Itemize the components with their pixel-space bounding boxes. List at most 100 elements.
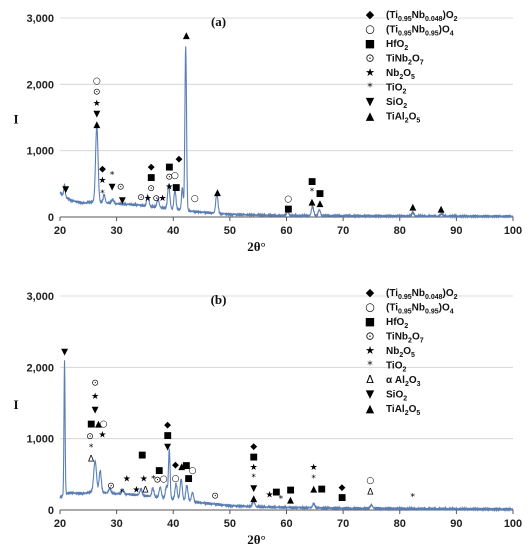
x-tick-label: 100	[504, 225, 522, 237]
open-circle-icon: ○	[189, 466, 197, 476]
diamond-icon: ◆	[99, 165, 106, 175]
open-circle-icon: ○	[100, 420, 108, 430]
down-triangle-icon: ▼	[93, 110, 100, 120]
up-triangle-icon: ▲	[310, 485, 317, 495]
asterisk-icon: *	[119, 488, 124, 498]
x-tick-label: 80	[394, 518, 406, 530]
y-tick-label: 1,000	[26, 434, 54, 446]
legend-subscript: 5	[411, 74, 415, 81]
up-triangle-icon: ▲	[316, 199, 323, 209]
diamond-icon: ◆	[339, 483, 346, 493]
legend-text: O	[412, 332, 420, 343]
legend-text: HfO	[386, 317, 405, 328]
legend-subscript: 0.95	[398, 16, 412, 23]
legend: ◆ (Ti0.95Nb0.048)O2○ (Ti0.95Nb0.95)O4■ HfO2…	[365, 8, 458, 125]
square-icon: ■	[365, 315, 375, 328]
square-icon: ■	[184, 474, 193, 484]
legend-label: (Ti0.95Nb0.048)O2	[386, 10, 458, 23]
up-triangle-icon: ▲	[178, 462, 185, 472]
diamond-icon: ◆	[366, 286, 375, 299]
open-circle-icon: ○	[93, 76, 101, 86]
star-icon: ★	[158, 194, 166, 204]
legend-text: Nb	[386, 68, 399, 79]
down-triangle-icon: ▼	[92, 405, 99, 415]
diamond-icon: ◆	[164, 420, 171, 430]
legend-text: SiO	[386, 97, 403, 108]
legend-subscript: 5	[416, 410, 420, 417]
legend-text: Nb	[412, 288, 425, 299]
asterisk-icon: *	[367, 359, 373, 372]
square-icon: ■	[182, 461, 191, 471]
y-tick-label: 3,000	[26, 13, 54, 25]
legend-subscript: 0.048	[425, 294, 443, 301]
legend-subscript: 0.048	[425, 16, 443, 23]
xrd-spectrum-line	[59, 360, 514, 513]
legend-text: O	[409, 112, 417, 123]
legend-subscript: 4	[450, 309, 454, 316]
asterisk-icon: *	[100, 189, 105, 199]
legend-text: (Ti	[386, 10, 398, 21]
star-icon: ★	[165, 182, 173, 192]
star-icon: ★	[310, 463, 318, 473]
square-icon: ■	[147, 173, 156, 183]
diamond-icon: ◆	[148, 163, 155, 173]
up-triangle-icon: ▲	[366, 402, 375, 415]
circled-dot-icon: ⊙	[117, 182, 125, 192]
legend-text: TiNb	[386, 332, 408, 343]
asterisk-icon: *	[279, 495, 284, 505]
square-icon: ■	[172, 183, 181, 193]
down-triangle-icon: ▼	[250, 484, 257, 494]
square-icon: ■	[249, 453, 258, 463]
legend-text: Nb	[386, 346, 399, 357]
square-icon: ■	[163, 431, 172, 441]
square-icon: ■	[317, 485, 326, 495]
down-triangle-icon: ▼	[164, 443, 171, 453]
legend-subscript: 7	[420, 60, 424, 67]
legend-text: (Ti	[386, 25, 398, 36]
y-tick-label: 2,000	[26, 79, 54, 91]
legend-label: (Ti0.95Nb0.95)O4	[386, 25, 454, 38]
star-icon: ★	[365, 344, 375, 357]
circled-dot-icon: ⊙	[154, 475, 162, 485]
diamond-icon: ◆	[172, 460, 179, 470]
legend-text: Nb	[412, 25, 425, 36]
legend-text: (Ti	[386, 288, 398, 299]
legend-subscript: 2	[403, 103, 407, 110]
y-axis-label: I	[13, 397, 18, 412]
x-tick-label: 80	[394, 225, 406, 237]
diamond-icon: ◆	[175, 155, 182, 165]
down-triangle-icon: ▼	[61, 348, 68, 358]
legend-text: O	[403, 346, 411, 357]
up-triangle-icon: ▲	[95, 420, 102, 430]
legend-subscript: 2	[399, 74, 403, 81]
legend-label: TiO2	[386, 361, 406, 374]
down-triangle-icon: ▼	[366, 95, 375, 108]
x-tick-label: 40	[167, 518, 179, 530]
asterisk-icon: *	[110, 171, 115, 181]
square-icon: ■	[365, 37, 375, 50]
circled-dot-icon: ⊙	[91, 378, 99, 388]
legend-subscript: 0.95	[398, 309, 412, 316]
legend-label: HfO2	[386, 317, 408, 330]
legend-text: TiO	[386, 83, 403, 94]
legend-label: TiO2	[386, 83, 406, 96]
asterisk-icon: *	[151, 475, 156, 485]
x-tick-label: 90	[450, 225, 462, 237]
open-circle-icon: ○	[366, 476, 374, 486]
x-tick-label: 30	[111, 225, 123, 237]
legend-text: )O	[439, 303, 450, 314]
up-triangle-icon: ▲	[183, 31, 190, 41]
legend-subscript: 2	[405, 410, 409, 417]
circled-dot-icon: ⊙	[107, 482, 115, 492]
asterisk-icon: *	[411, 492, 416, 502]
legend-label: HfO2	[386, 39, 408, 52]
x-tick-label: 30	[111, 518, 123, 530]
up-triangle-icon: ▲	[366, 110, 375, 123]
legend-text: HfO	[386, 39, 405, 50]
square-icon: ■	[286, 485, 295, 495]
x-tick-label: 100	[504, 518, 522, 530]
circled-dot-icon: ⊙	[86, 432, 94, 442]
legend-label: (Ti0.95Nb0.048)O2	[386, 288, 458, 301]
asterisk-icon: *	[89, 443, 94, 453]
